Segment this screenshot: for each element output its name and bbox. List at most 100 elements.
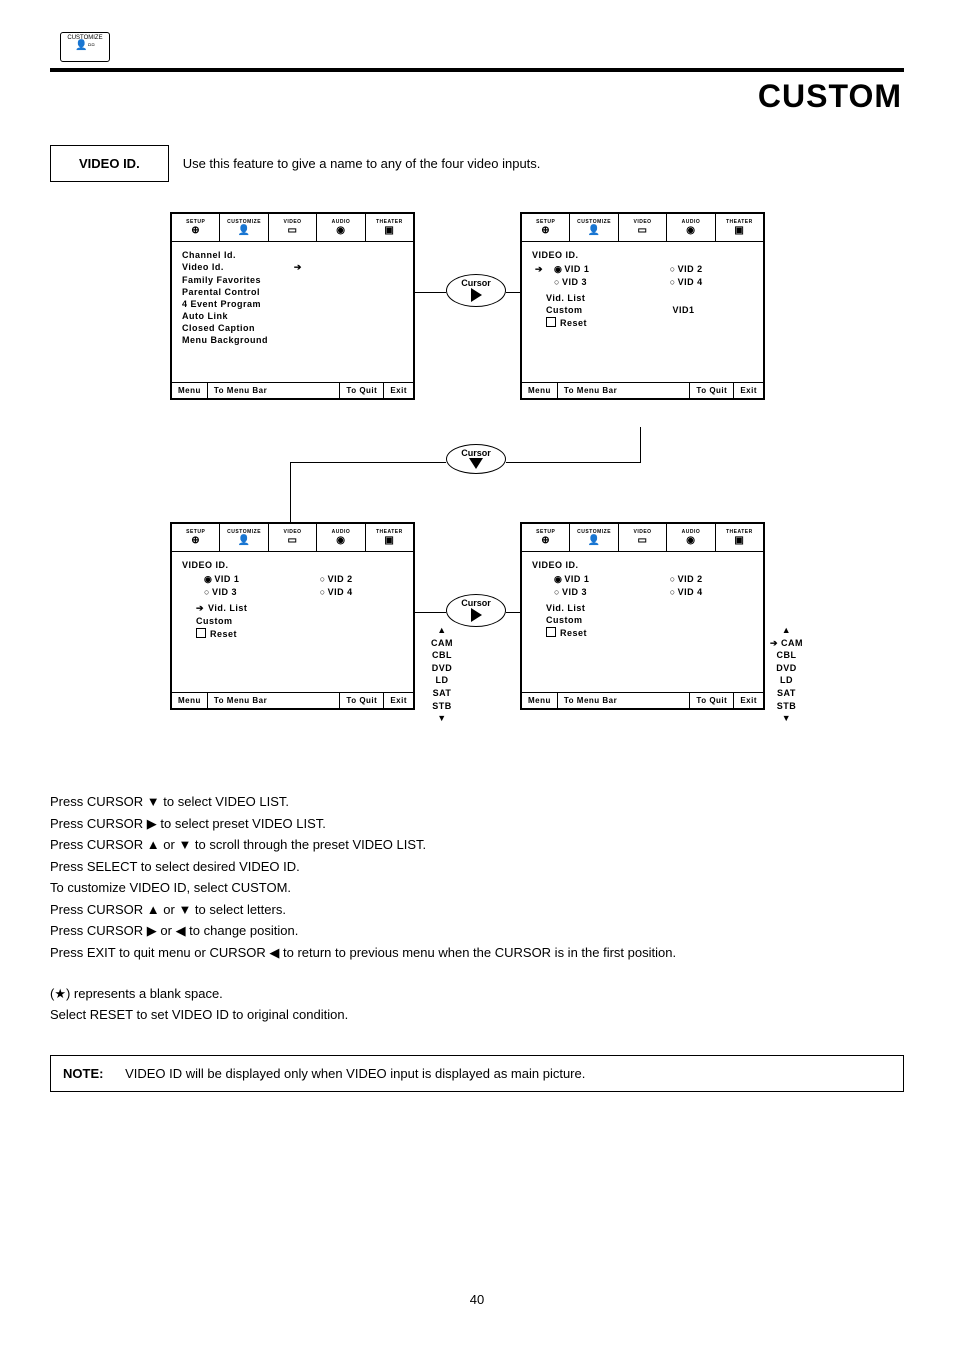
section-box: VIDEO ID. bbox=[50, 145, 169, 182]
reset-note: Select RESET to set VIDEO ID to original… bbox=[50, 1005, 904, 1025]
triangle-right-icon bbox=[471, 608, 482, 622]
tab-bar: SETUP⊕ CUSTOMIZE👤 VIDEO▭ AUDIO◉ THEATER▣ bbox=[172, 524, 413, 552]
menu-item-selected: Video Id.➔ bbox=[182, 262, 403, 273]
diagram-area: SETUP⊕ CUSTOMIZE👤 VIDEO▭ AUDIO◉ THEATER▣… bbox=[50, 212, 904, 762]
page: CUSTOMIZE 👤▫▫ CUSTOM VIDEO ID. Use this … bbox=[0, 0, 954, 1347]
foot-quit: To Quit bbox=[339, 383, 384, 398]
connector bbox=[640, 427, 641, 462]
tab-audio: AUDIO◉ bbox=[317, 214, 365, 241]
note-box: NOTE: VIDEO ID will be displayed only wh… bbox=[50, 1055, 904, 1092]
vid-grid: VID 1 VID 2 VID 3 VID 4 bbox=[532, 574, 753, 597]
panel-title: VIDEO ID. bbox=[182, 560, 403, 570]
opt-vidlist-selected: Vid. List bbox=[196, 603, 403, 614]
page-title: CUSTOM bbox=[50, 78, 904, 115]
preset-list: ▲ ➔ CAM CBL DVD LD SAT STB ▼ bbox=[770, 624, 803, 725]
page-number: 40 bbox=[50, 1292, 904, 1307]
header-rule bbox=[50, 68, 904, 72]
triangle-right-icon bbox=[471, 288, 482, 302]
foot-exit: Exit bbox=[384, 383, 413, 398]
cursor-label: Cursor bbox=[461, 599, 491, 608]
triangle-down-icon bbox=[469, 458, 483, 469]
sub-list: Vid. List Custom Reset bbox=[196, 603, 403, 639]
opt-vidlist: Vid. List bbox=[546, 293, 753, 303]
preset-selected: ➔ CAM bbox=[770, 637, 803, 650]
vid-grid: ➔VID 1 VID 2 VID 3 VID 4 bbox=[532, 264, 753, 287]
connector bbox=[290, 462, 291, 522]
opt-reset: Reset bbox=[546, 317, 753, 328]
menu-item: Parental Control bbox=[182, 287, 403, 297]
tab-theater: THEATER▣ bbox=[366, 214, 413, 241]
panel-footer: Menu To Menu Bar To Quit Exit bbox=[172, 692, 413, 708]
vid-grid: VID 1 VID 2 VID 3 VID 4 bbox=[182, 574, 403, 597]
instruction-line: Press CURSOR ▼ to select VIDEO LIST. bbox=[50, 792, 904, 812]
instructions: Press CURSOR ▼ to select VIDEO LIST. Pre… bbox=[50, 792, 904, 1025]
connector bbox=[506, 462, 641, 463]
connector bbox=[506, 292, 520, 293]
panel-body: VIDEO ID. ➔VID 1 VID 2 VID 3 VID 4 Vid. … bbox=[522, 242, 763, 382]
connector bbox=[290, 462, 446, 463]
tab-bar: SETUP⊕ CUSTOMIZE👤 VIDEO▭ AUDIO◉ THEATER▣ bbox=[172, 214, 413, 242]
instruction-line: Press CURSOR ▲ or ▼ to scroll through th… bbox=[50, 835, 904, 855]
panel-title: VIDEO ID. bbox=[532, 250, 753, 260]
sub-list: Vid. List Custom Reset bbox=[546, 603, 753, 638]
blank-note: (★) represents a blank space. bbox=[50, 984, 904, 1004]
menu-item: 4 Event Program bbox=[182, 299, 403, 309]
tab-bar: SETUP⊕ CUSTOMIZE👤 VIDEO▭ AUDIO◉ THEATER▣ bbox=[522, 214, 763, 242]
customize-badge: CUSTOMIZE 👤▫▫ bbox=[60, 32, 110, 62]
cursor-bubble-right-1: Cursor bbox=[446, 274, 506, 307]
foot-menu: Menu bbox=[172, 383, 208, 398]
badge-icon: 👤▫▫ bbox=[61, 41, 109, 51]
instruction-line: Press EXIT to quit menu or CURSOR ◀ to r… bbox=[50, 943, 904, 963]
vid-option: VID 1 bbox=[554, 264, 640, 275]
menu-item: Family Favorites bbox=[182, 275, 403, 285]
panel-customize-menu: SETUP⊕ CUSTOMIZE👤 VIDEO▭ AUDIO◉ THEATER▣… bbox=[170, 212, 415, 400]
preset-list: ▲ CAM CBL DVD LD SAT STB ▼ bbox=[431, 624, 453, 725]
panel-footer: Menu To Menu Bar To Quit Exit bbox=[172, 382, 413, 398]
vid-option: VID 2 bbox=[670, 264, 753, 275]
panel-video-id-1: SETUP⊕ CUSTOMIZE👤 VIDEO▭ AUDIO◉ THEATER▣… bbox=[520, 212, 765, 400]
opt-custom: Custom bbox=[546, 615, 753, 625]
tab-bar: SETUP⊕ CUSTOMIZE👤 VIDEO▭ AUDIO◉ THEATER▣ bbox=[522, 524, 763, 552]
menu-item: Channel Id. bbox=[182, 250, 403, 260]
instruction-line: Press CURSOR ▶ or ◀ to change position. bbox=[50, 921, 904, 941]
cursor-label: Cursor bbox=[461, 279, 491, 288]
panel-body: VIDEO ID. VID 1 VID 2 VID 3 VID 4 Vid. L… bbox=[172, 552, 413, 692]
panel-footer: Menu To Menu Bar To Quit Exit bbox=[522, 692, 763, 708]
note-text: VIDEO ID will be displayed only when VID… bbox=[125, 1066, 585, 1081]
instruction-line: To customize VIDEO ID, select CUSTOM. bbox=[50, 878, 904, 898]
connector bbox=[415, 292, 446, 293]
cursor-bubble-down: Cursor bbox=[446, 444, 506, 474]
connector bbox=[415, 612, 446, 613]
panel-body: Channel Id. Video Id.➔ Family Favorites … bbox=[172, 242, 413, 382]
menu-item: Menu Background bbox=[182, 335, 403, 345]
menu-item: Auto Link bbox=[182, 311, 403, 321]
opt-reset: Reset bbox=[196, 628, 403, 639]
panel-title: VIDEO ID. bbox=[532, 560, 753, 570]
opt-custom: Custom bbox=[196, 616, 403, 626]
cursor-label: Cursor bbox=[461, 449, 491, 458]
instruction-line: Press SELECT to select desired VIDEO ID. bbox=[50, 857, 904, 877]
section-header: VIDEO ID. Use this feature to give a nam… bbox=[50, 145, 904, 182]
panel-video-id-2: SETUP⊕ CUSTOMIZE👤 VIDEO▭ AUDIO◉ THEATER▣… bbox=[170, 522, 415, 710]
section-desc: Use this feature to give a name to any o… bbox=[168, 145, 541, 182]
menu-item: Closed Caption bbox=[182, 323, 403, 333]
instruction-line: Press CURSOR ▶ to select preset VIDEO LI… bbox=[50, 814, 904, 834]
panel-footer: Menu To Menu Bar To Quit Exit bbox=[522, 382, 763, 398]
opt-reset: Reset bbox=[546, 627, 753, 638]
tab-setup: SETUP⊕ bbox=[172, 214, 220, 241]
sub-list: Vid. List CustomVID1 Reset bbox=[546, 293, 753, 328]
vid-option: VID 4 bbox=[670, 277, 753, 287]
opt-custom: CustomVID1 bbox=[546, 305, 753, 315]
connector bbox=[506, 612, 520, 613]
cursor-bubble-right-2: Cursor bbox=[446, 594, 506, 627]
vid-option: VID 3 bbox=[554, 277, 640, 287]
panel-body: VIDEO ID. VID 1 VID 2 VID 3 VID 4 Vid. L… bbox=[522, 552, 763, 692]
tab-customize: CUSTOMIZE👤 bbox=[220, 214, 268, 241]
opt-vidlist: Vid. List bbox=[546, 603, 753, 613]
note-label: NOTE: bbox=[63, 1066, 103, 1081]
foot-bar: To Menu Bar bbox=[208, 383, 340, 398]
panel-video-id-3: SETUP⊕ CUSTOMIZE👤 VIDEO▭ AUDIO◉ THEATER▣… bbox=[520, 522, 765, 710]
instruction-line: Press CURSOR ▲ or ▼ to select letters. bbox=[50, 900, 904, 920]
tab-video: VIDEO▭ bbox=[269, 214, 317, 241]
menu-list: Channel Id. Video Id.➔ Family Favorites … bbox=[182, 250, 403, 345]
